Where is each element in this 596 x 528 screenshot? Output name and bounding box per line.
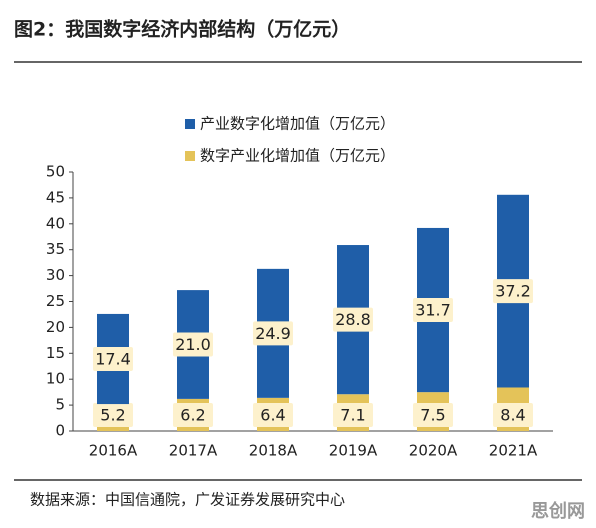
y-tick-label: 25 (46, 292, 65, 310)
y-tick-label: 15 (46, 344, 65, 362)
value-label: 7.5 (420, 406, 445, 425)
value-label: 17.4 (95, 349, 131, 368)
value-label-box (333, 307, 373, 332)
value-label: 8.4 (500, 406, 525, 425)
value-label-box (173, 332, 213, 357)
source-note: 数据来源：中国信通院，广发证券发展研究中心 (30, 491, 345, 509)
y-tick-label: 10 (46, 370, 65, 388)
watermark: 思创网 (531, 500, 585, 522)
value-label-box (413, 298, 453, 323)
y-tick-label: 0 (55, 422, 65, 440)
legend-label: 数字产业化增加值（万亿元） (200, 147, 395, 165)
value-label-box (173, 403, 213, 427)
value-label-box (493, 279, 533, 304)
value-label: 6.4 (260, 406, 285, 425)
value-label: 28.8 (335, 310, 371, 329)
x-tick-label: 2019A (329, 442, 378, 460)
x-tick-label: 2020A (409, 442, 458, 460)
y-tick-label: 45 (46, 188, 65, 206)
y-tick-label: 35 (46, 240, 65, 258)
value-label-box (93, 403, 133, 427)
x-tick-label: 2016A (89, 442, 138, 460)
value-label-box (493, 403, 533, 427)
value-label: 31.7 (415, 301, 451, 320)
x-tick-label: 2021A (489, 442, 538, 460)
y-tick-label: 20 (46, 318, 65, 336)
value-label: 7.1 (340, 406, 365, 425)
y-tick-label: 30 (46, 266, 65, 284)
y-tick-label: 50 (46, 163, 65, 181)
x-tick-label: 2017A (169, 442, 218, 460)
value-label-box (253, 321, 293, 346)
value-label-box (413, 403, 453, 427)
value-label: 5.2 (100, 406, 125, 425)
value-label: 21.0 (175, 335, 211, 354)
value-label: 6.2 (180, 406, 205, 425)
value-label-box (333, 403, 373, 427)
y-tick-label: 40 (46, 214, 65, 232)
value-label-box (253, 403, 293, 427)
value-label-box (93, 346, 133, 371)
y-tick-label: 5 (55, 396, 65, 414)
legend-swatch (185, 119, 195, 129)
chart-title: 图2：我国数字经济内部结构（万亿元） (14, 18, 350, 41)
value-label: 37.2 (495, 282, 531, 301)
legend-swatch (185, 151, 195, 161)
legend-label: 产业数字化增加值（万亿元） (200, 115, 395, 133)
x-tick-label: 2018A (249, 442, 298, 460)
value-label: 24.9 (255, 324, 291, 343)
